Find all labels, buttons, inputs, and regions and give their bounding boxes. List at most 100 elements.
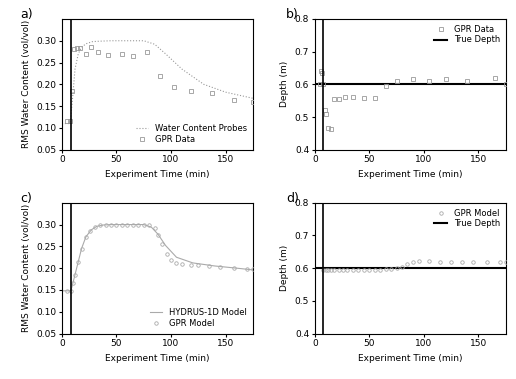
Y-axis label: Depth (m): Depth (m)	[280, 61, 289, 108]
GPR Model	[168, 258, 174, 263]
GPR Data	[231, 97, 237, 102]
X-axis label: Experiment Time (min): Experiment Time (min)	[105, 170, 209, 179]
Text: a): a)	[20, 8, 33, 22]
Water Content Probes	[163, 52, 169, 56]
GPR Model	[97, 223, 103, 227]
HYDRUS-1D Model	[100, 223, 106, 227]
GPR Model	[187, 262, 194, 267]
Water Content Probes	[64, 121, 71, 126]
GPR Model	[72, 273, 78, 277]
Line: GPR Data: GPR Data	[66, 45, 255, 124]
GPR Data	[187, 89, 194, 93]
Water Content Probes	[59, 121, 65, 126]
Water Content Probes	[130, 39, 136, 43]
Water Content Probes	[141, 39, 147, 43]
GPR Model	[179, 262, 185, 266]
HYDRUS-1D Model	[69, 285, 75, 290]
GPR Model	[70, 281, 76, 286]
Legend: Water Content Probes, GPR Data: Water Content Probes, GPR Data	[134, 122, 249, 146]
HYDRUS-1D Model	[94, 224, 100, 229]
HYDRUS-1D Model	[141, 222, 147, 227]
GPR Model	[78, 246, 85, 251]
HYDRUS-1D Model	[173, 255, 180, 260]
HYDRUS-1D Model	[250, 268, 256, 272]
HYDRUS-1D Model	[59, 288, 65, 293]
HYDRUS-1D Model	[61, 288, 67, 293]
Water Content Probes	[62, 121, 68, 126]
Water Content Probes	[83, 42, 89, 46]
Water Content Probes	[222, 90, 229, 94]
GPR Model	[103, 222, 109, 227]
HYDRUS-1D Model	[119, 222, 125, 227]
GPR Model	[146, 223, 152, 228]
Water Content Probes	[179, 67, 185, 71]
Water Content Probes	[250, 96, 256, 100]
GPR Data	[209, 91, 216, 96]
GPR Model	[108, 222, 114, 227]
HYDRUS-1D Model	[148, 225, 154, 229]
GPR Data	[77, 46, 84, 50]
GPR Model	[164, 252, 170, 257]
Water Content Probes	[67, 121, 73, 126]
Y-axis label: RMS Water Content (vol/vol): RMS Water Content (vol/vol)	[22, 204, 30, 332]
Water Content Probes	[61, 121, 67, 126]
GPR Data	[69, 89, 75, 93]
GPR Data	[250, 100, 256, 104]
HYDRUS-1D Model	[67, 288, 73, 293]
Water Content Probes	[63, 121, 69, 126]
GPR Model	[155, 233, 161, 238]
Water Content Probes	[152, 42, 158, 47]
GPR Data	[119, 52, 125, 56]
Water Content Probes	[97, 39, 103, 44]
GPR Model	[87, 229, 93, 233]
Water Content Probes	[89, 39, 95, 44]
Text: c): c)	[20, 192, 32, 205]
GPR Model	[173, 261, 180, 265]
X-axis label: Experiment Time (min): Experiment Time (min)	[358, 354, 462, 363]
Water Content Probes	[66, 121, 72, 126]
GPR Model	[64, 288, 71, 293]
GPR Data	[105, 52, 111, 57]
GPR Model	[250, 267, 256, 272]
GPR Model	[68, 288, 74, 293]
GPR Model	[124, 222, 131, 227]
Text: d): d)	[286, 192, 299, 205]
Legend: GPR Model, True Depth: GPR Model, True Depth	[433, 207, 502, 230]
HYDRUS-1D Model	[155, 232, 161, 236]
GPR Data	[130, 54, 136, 58]
HYDRUS-1D Model	[212, 264, 218, 268]
HYDRUS-1D Model	[130, 222, 136, 227]
HYDRUS-1D Model	[70, 281, 76, 286]
X-axis label: Experiment Time (min): Experiment Time (min)	[358, 170, 462, 179]
Line: Water Content Probes: Water Content Probes	[62, 41, 253, 124]
GPR Data	[83, 52, 89, 56]
GPR Data	[88, 45, 94, 50]
HYDRUS-1D Model	[64, 288, 71, 293]
Water Content Probes	[119, 39, 125, 43]
GPR Data	[171, 84, 178, 89]
GPR Data	[157, 74, 163, 78]
Legend: HYDRUS-1D Model, GPR Model: HYDRUS-1D Model, GPR Model	[148, 306, 249, 329]
Water Content Probes	[60, 121, 66, 126]
Y-axis label: RMS Water Content (vol/vol): RMS Water Content (vol/vol)	[22, 20, 30, 149]
HYDRUS-1D Model	[190, 261, 196, 265]
Water Content Probes	[72, 67, 78, 71]
Line: GPR Model: GPR Model	[66, 223, 254, 293]
HYDRUS-1D Model	[68, 288, 74, 293]
HYDRUS-1D Model	[163, 243, 169, 248]
HYDRUS-1D Model	[83, 235, 89, 239]
GPR Model	[119, 222, 125, 227]
GPR Data	[95, 49, 101, 54]
Legend: GPR Data, True Depth: GPR Data, True Depth	[433, 23, 502, 46]
GPR Model	[83, 235, 89, 239]
Water Content Probes	[201, 82, 207, 87]
GPR Model	[91, 225, 98, 229]
HYDRUS-1D Model	[78, 246, 85, 251]
Y-axis label: Depth (m): Depth (m)	[280, 245, 289, 291]
HYDRUS-1D Model	[108, 222, 114, 227]
GPR Model	[206, 264, 212, 268]
Water Content Probes	[68, 117, 74, 122]
GPR Model	[231, 266, 237, 271]
GPR Data	[74, 46, 80, 50]
X-axis label: Experiment Time (min): Experiment Time (min)	[105, 354, 209, 363]
